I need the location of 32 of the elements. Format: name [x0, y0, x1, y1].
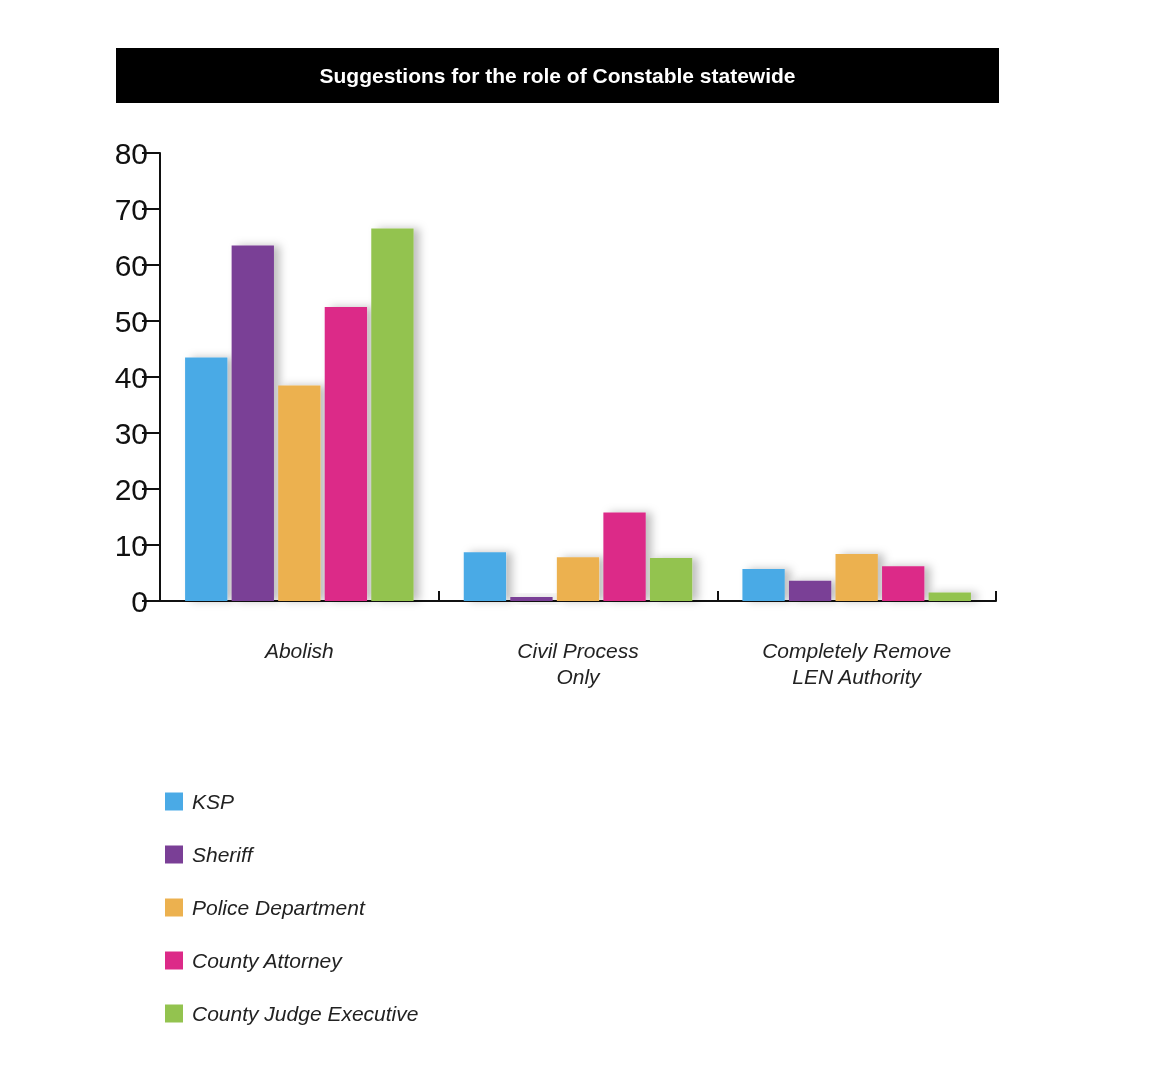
bar [649, 557, 693, 601]
bar [835, 553, 878, 601]
bar [742, 569, 785, 601]
legend-label: County Attorney [192, 949, 344, 972]
x-tick-label: Abolish [262, 638, 334, 662]
bar [928, 592, 971, 601]
bar [371, 228, 414, 601]
bar [463, 552, 507, 601]
bar [278, 385, 321, 601]
legend-label: Sheriff [192, 843, 255, 866]
y-tick-label: 50 [114, 304, 148, 338]
y-tick-label: 80 [114, 136, 148, 170]
y-tick-label: 20 [114, 472, 148, 506]
legend-label: Police Department [192, 896, 366, 919]
bar [788, 580, 832, 601]
y-tick-label: 10 [114, 528, 148, 562]
y-tick-label: 70 [114, 192, 148, 226]
chart-title: Suggestions for the role of Constable statewide [116, 48, 999, 103]
bar [510, 597, 553, 601]
y-tick-label: 60 [114, 248, 148, 282]
legend-label: County Judge Executive [192, 1002, 419, 1025]
bar [882, 566, 925, 601]
x-tick-label: Civil Process Only [517, 638, 640, 688]
bar [231, 245, 274, 601]
bar [185, 357, 228, 601]
x-tick-label: Completely Remove LEN Authority [762, 638, 952, 688]
bar [556, 557, 600, 601]
y-tick-label: 40 [114, 360, 148, 394]
bar [324, 307, 368, 601]
y-tick-label: 30 [114, 416, 148, 450]
bar [603, 512, 646, 601]
legend-label: KSP [192, 790, 235, 813]
